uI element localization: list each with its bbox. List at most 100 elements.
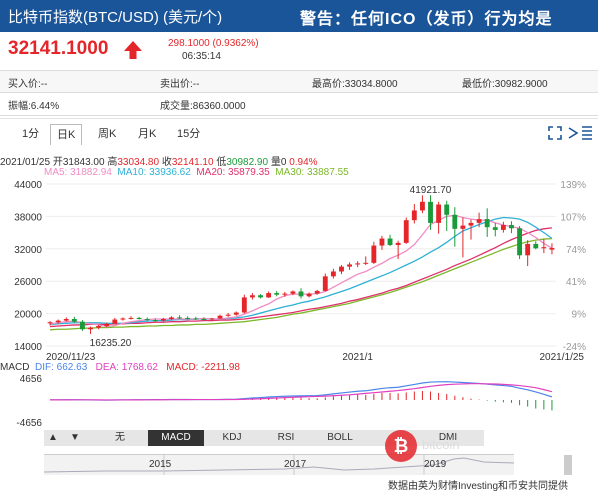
- settings-icon[interactable]: [567, 126, 579, 140]
- expand-icon[interactable]: [581, 126, 593, 140]
- volume: 成交量:86360.0000: [160, 101, 246, 112]
- timeline-handle[interactable]: [564, 455, 572, 475]
- candle-body: [484, 219, 490, 228]
- candle-body: [525, 243, 531, 256]
- right-tick-label: 74%: [566, 245, 586, 256]
- dea-line: [50, 383, 553, 401]
- candle-body: [209, 318, 215, 320]
- candle-body: [541, 247, 547, 249]
- candle-body: [282, 293, 288, 295]
- candle-body: [217, 315, 223, 319]
- right-tick-label: 9%: [572, 310, 587, 321]
- macd-button[interactable]: MACD: [148, 430, 204, 446]
- candle-body: [177, 317, 182, 319]
- pct-value: 0.94%: [289, 157, 318, 168]
- candle-body: [55, 320, 61, 323]
- x-tick-label: 2020/11/23: [46, 352, 96, 363]
- close-value: 32141.10: [171, 157, 214, 168]
- right-tick-label: 41%: [566, 277, 586, 288]
- buy-price: 买入价:--: [8, 79, 48, 90]
- none-button[interactable]: 无: [115, 432, 125, 443]
- candle-body: [306, 293, 312, 297]
- high-annotation: 41921.70: [410, 185, 452, 196]
- candle-body: [371, 245, 377, 263]
- high-value: 33034.80: [117, 157, 160, 168]
- candle-body: [258, 295, 263, 298]
- candle-body: [500, 225, 506, 230]
- vol-value: 0: [280, 157, 287, 168]
- candle-body: [250, 295, 255, 298]
- candle-body: [104, 323, 110, 327]
- candlestick-chart: 44000 139% 38000 107% 32000 74% 26000 41% 20000 9…: [14, 180, 587, 363]
- tab-1min[interactable]: 1分: [22, 128, 40, 140]
- ma20-label: MA20: 35879.35: [196, 167, 270, 178]
- year-2019: 2019: [424, 459, 447, 470]
- y-tick-label: 20000: [14, 310, 42, 321]
- close-label: 收: [161, 157, 172, 168]
- timeline-navigator[interactable]: 2015 2017 2019: [44, 454, 572, 475]
- candle-body: [428, 201, 433, 223]
- y-tick-label: 44000: [14, 180, 42, 191]
- candle-body: [509, 225, 514, 229]
- page-title: 比特币指数(BTC/USD) (美元/个): [8, 9, 223, 26]
- ma10-line: [50, 216, 553, 326]
- x-tick-label: 2021/1/25: [540, 352, 585, 363]
- high-label: 高: [107, 157, 118, 168]
- right-tick-label: 139%: [560, 180, 586, 191]
- candle-body: [144, 319, 150, 321]
- candle-body: [298, 291, 304, 297]
- candle-body: [274, 293, 280, 295]
- candle-body: [88, 327, 93, 330]
- tab-daily[interactable]: 日K: [50, 124, 83, 145]
- x-tick-label: 2021/1: [342, 352, 373, 363]
- right-tick-label: -24%: [563, 342, 586, 353]
- scroll-up-button[interactable]: ▲: [48, 432, 58, 443]
- candle-body: [314, 290, 320, 294]
- y-tick-label: 26000: [14, 277, 42, 288]
- candle-body: [468, 222, 474, 226]
- timeline-sparkline: [44, 455, 514, 475]
- candle-body: [363, 262, 369, 264]
- candle-body: [185, 317, 191, 319]
- data-source: 数据由英为财情Investing和币安共同提供: [388, 481, 569, 492]
- watermark: bitcoin: [422, 437, 460, 452]
- candle-body: [290, 291, 296, 294]
- open-label: 开: [52, 157, 63, 168]
- macd-chart: 4656 -4656: [16, 374, 553, 429]
- svg-text:₿: ₿: [394, 436, 409, 456]
- kdj-button[interactable]: KDJ: [222, 432, 242, 443]
- rsi-button[interactable]: RSI: [277, 432, 295, 443]
- candle-body: [420, 201, 425, 211]
- sell-price: 卖出价:--: [160, 79, 200, 90]
- boll-button[interactable]: BOLL: [327, 432, 353, 443]
- candle-body: [71, 319, 77, 322]
- y-tick-label: 32000: [14, 245, 42, 256]
- macd-title: MACD: [0, 362, 30, 373]
- candle-body: [128, 317, 134, 319]
- candle-body: [460, 225, 466, 229]
- low-annotation: 16235.20: [90, 338, 132, 349]
- ma30-line: [50, 237, 552, 331]
- candle-body: [347, 264, 352, 267]
- tab-monthly[interactable]: 月K: [138, 128, 157, 140]
- tab-15min[interactable]: 15分: [177, 128, 201, 140]
- macd-y-tick: 4656: [20, 374, 43, 385]
- quote-time: 06:35:14: [182, 51, 221, 62]
- ma5-label: MA5: 31882.94: [44, 167, 112, 178]
- vol-label: 量: [270, 157, 281, 168]
- warning-banner: 警告：任何ICO（发币）行为均是: [300, 11, 553, 28]
- y-tick-label: 38000: [14, 212, 42, 223]
- candle-body: [241, 297, 247, 313]
- ma30-label: MA30: 33887.55: [275, 167, 349, 178]
- up-arrow-icon: [124, 41, 142, 59]
- scroll-down-button[interactable]: ▼: [70, 432, 80, 443]
- macd-legend: MACD DIF: 662.63 DEA: 1768.62 MACD: -221…: [0, 362, 240, 373]
- fullscreen-icon[interactable]: [548, 126, 562, 140]
- tab-weekly[interactable]: 周K: [98, 128, 117, 140]
- macd-label: MACD: -2211.98: [166, 362, 240, 373]
- candle-body: [444, 204, 450, 215]
- ma-legend: MA5: 31882.94 MA10: 33936.62 MA20: 35879…: [44, 167, 349, 178]
- price-change: 298.1000 (0.9362%): [168, 38, 259, 49]
- current-price: 32141.1000: [8, 38, 109, 59]
- dmi-button[interactable]: DMI: [438, 432, 458, 443]
